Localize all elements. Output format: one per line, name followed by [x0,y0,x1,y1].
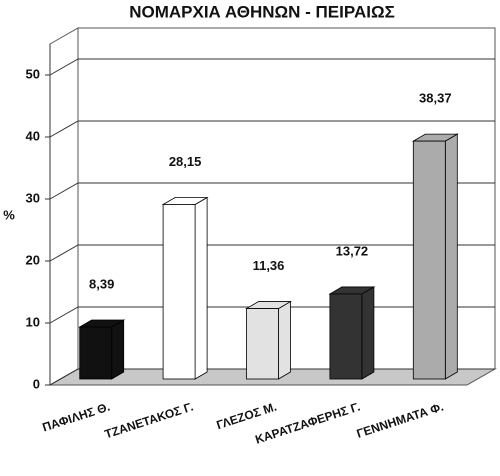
x-tick-label: ΓΛΕΖΟΣ Μ. [215,400,279,433]
value-label: 11,36 [253,258,285,273]
bar-side [278,300,291,380]
bar-side [444,133,458,380]
x-tick-label: ΤΖΑΝΕΤΑΚΟΣ Γ. [103,400,195,442]
x-tick-label: ΠΑΦΙΛΗΣ Θ. [41,400,112,435]
x-tick-label: ΓΕΝΝΗΜΑΤΑ Φ. [355,400,445,441]
grid-line [49,120,495,138]
bar [329,293,363,380]
y-tick-label: 30 [26,190,40,205]
y-tick-label: 10 [26,314,40,329]
bar [162,204,196,380]
bar [412,140,446,380]
y-tick-label: 0 [33,376,40,391]
bar-side [111,319,125,380]
value-label: 8,39 [89,276,114,291]
bar [79,326,113,380]
grid-line [49,182,495,200]
y-tick-label: 20 [26,252,40,267]
grid-line [49,244,495,262]
bar [246,308,279,380]
y-tick-label: 50 [26,66,40,81]
value-label: 38,37 [419,91,452,106]
value-label: 28,15 [169,154,202,169]
value-label: 13,72 [336,243,369,258]
grid-line [49,58,495,76]
y-tick-label: 40 [26,128,40,143]
bar-side [361,286,375,380]
bar-side [194,196,208,380]
chart-title: ΝΟΜΑΡΧΙΑ ΑΘΗΝΩΝ - ΠΕΙΡΑΙΩΣ [129,2,395,21]
y-axis-label: % [3,207,15,222]
side-wall [49,27,79,386]
